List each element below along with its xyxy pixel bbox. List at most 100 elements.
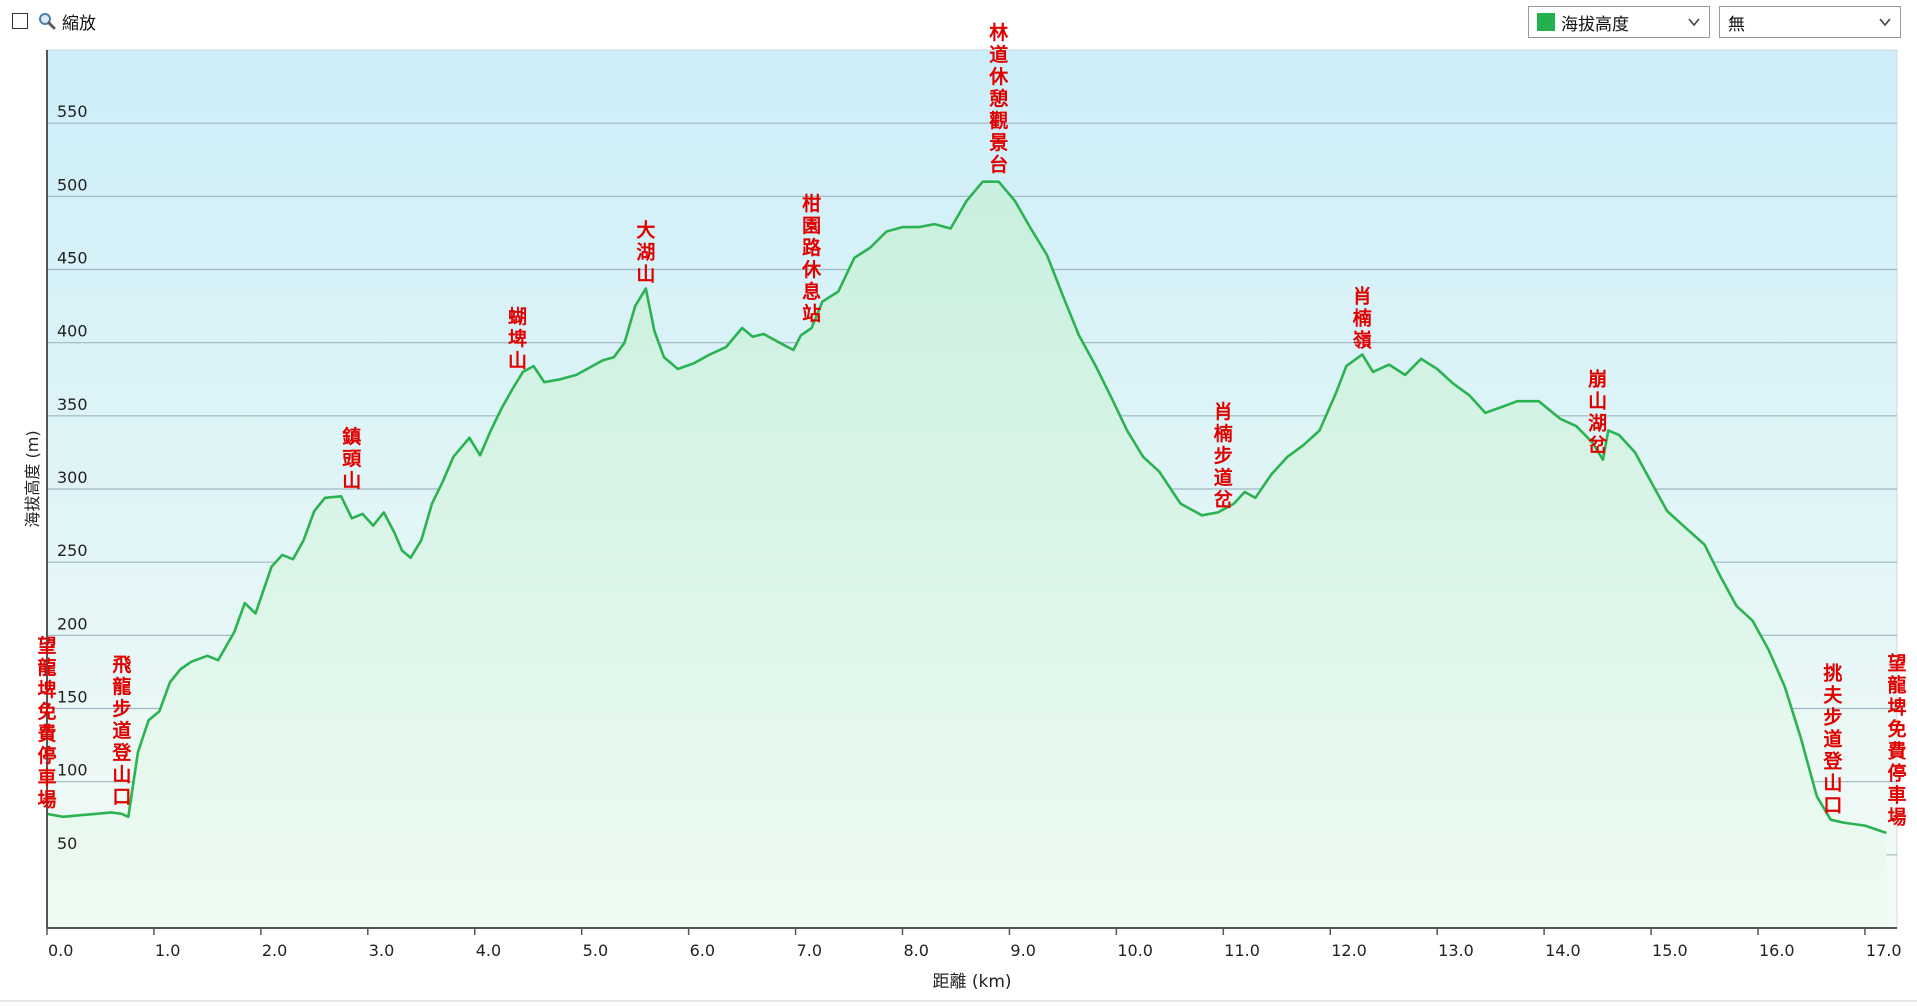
waypoint-label-char: 林 (989, 21, 1008, 44)
waypoint-label-char: 岔 (1214, 488, 1234, 511)
waypoint-label-char: 大 (636, 219, 655, 242)
waypoint-label: 挑夫步道登山口 (1822, 663, 1843, 817)
waypoint-label-char: 道 (989, 43, 1008, 66)
mode-select[interactable]: 無 (1719, 6, 1901, 38)
x-tick-label: 3.0 (369, 941, 394, 960)
x-tick-label: 11.0 (1224, 941, 1260, 960)
y-tick-label: 50 (57, 834, 77, 853)
x-tick-label: 4.0 (476, 941, 501, 960)
waypoint-label-char: 車 (37, 766, 56, 789)
waypoint-label-char: 台 (989, 153, 1008, 176)
waypoint-label: 蝴埤山 (508, 306, 527, 372)
waypoint-label-char: 休 (801, 259, 822, 281)
waypoint-label-char: 埤 (37, 678, 56, 701)
x-tick-label: 5.0 (583, 941, 608, 960)
waypoint-label-char: 道 (1823, 728, 1842, 751)
x-tick-label: 16.0 (1759, 941, 1795, 960)
waypoint-label-char: 息 (802, 280, 821, 303)
waypoint-label-char: 免 (37, 700, 56, 723)
series-select[interactable]: 海拔高度 (1528, 6, 1710, 38)
waypoint-label-char: 費 (37, 722, 56, 745)
waypoint-label: 望龍埤免費停車場 (1887, 651, 1906, 828)
waypoint-label-char: 口 (112, 786, 131, 808)
chevron-down-icon (1879, 18, 1891, 27)
y-tick-label: 250 (57, 541, 88, 560)
zoom-label: 縮放 (62, 13, 96, 34)
x-tick-label: 13.0 (1438, 941, 1474, 960)
zoom-checkbox[interactable] (12, 13, 28, 29)
series-select-value: 海拔高度 (1561, 14, 1629, 35)
waypoint-label: 飛龍步道登山口 (111, 654, 132, 808)
waypoint-label-char: 飛 (112, 654, 131, 676)
x-tick-label: 12.0 (1331, 941, 1367, 960)
y-tick-label: 200 (57, 614, 88, 633)
waypoint-label: 望龍埤免費停車場 (37, 634, 56, 811)
waypoint-label-char: 頭 (342, 448, 362, 470)
waypoint-label: 大湖山 (636, 219, 655, 286)
waypoint-label-char: 園 (802, 215, 821, 237)
waypoint-label-char: 山 (342, 470, 361, 492)
zoom-toolbar: 縮放 (12, 8, 96, 34)
waypoint-label-char: 路 (802, 236, 822, 259)
waypoint-label-char: 夫 (1823, 685, 1843, 707)
waypoint-label-char: 岔 (1588, 434, 1608, 457)
waypoint-label-char: 崩 (1588, 368, 1607, 391)
waypoint-label: 鎮頭山 (342, 425, 362, 492)
waypoint-label-char: 免 (1887, 717, 1906, 740)
waypoint-label: 柑園路休息站 (801, 192, 822, 325)
waypoint-label-char: 山 (636, 264, 655, 286)
waypoint-label-char: 山 (1588, 391, 1607, 413)
y-tick-label: 450 (57, 249, 88, 268)
waypoint-label: 崩山湖岔 (1588, 368, 1608, 457)
y-tick-label: 300 (57, 468, 88, 487)
waypoint-label-char: 柑 (802, 192, 821, 215)
waypoint-label-char: 口 (1823, 795, 1842, 817)
y-tick-label: 350 (57, 395, 88, 414)
waypoint-label-char: 湖 (1588, 413, 1607, 435)
waypoint-label-char: 步 (112, 698, 131, 720)
waypoint-label-char: 望 (1887, 651, 1906, 674)
waypoint-label-char: 肖 (1214, 400, 1233, 423)
x-axis-title: 距離 (km) (932, 972, 1011, 992)
y-tick-labels: 50 100 150 200 250 300 350 400 450 500 550 (57, 102, 88, 853)
y-tick-label: 150 (57, 688, 88, 707)
waypoint-label-char: 湖 (636, 242, 655, 264)
waypoint-label-char: 場 (1887, 806, 1906, 828)
waypoint-label: 肖楠嶺 (1352, 284, 1372, 351)
waypoint-label-char: 山 (508, 350, 527, 372)
waypoint-label-char: 鎮 (342, 425, 361, 448)
waypoint-label-char: 山 (112, 764, 131, 786)
waypoint-labels: 望龍埤免費停車場飛龍步道登山口鎮頭山蝴埤山大湖山柑園路休息站林道休憩觀景台肖楠步… (37, 21, 1906, 829)
waypoint-label-char: 停 (1887, 761, 1906, 784)
x-tick-label: 7.0 (797, 941, 822, 960)
waypoint-label-char: 登 (111, 741, 132, 764)
elevation-area (47, 181, 1887, 928)
waypoint-label-char: 龍 (37, 656, 56, 679)
waypoint-label: 肖楠步道岔 (1213, 400, 1234, 511)
waypoint-label-char: 埤 (508, 327, 527, 350)
x-tick-label: 1.0 (155, 941, 180, 960)
y-tick-label: 100 (57, 761, 88, 780)
x-tick-label: 0.0 (48, 941, 73, 960)
waypoint-label-char: 龍 (112, 675, 131, 698)
magnifier-icon (39, 13, 56, 30)
x-tick-label: 9.0 (1010, 941, 1035, 960)
waypoint-label-char: 埤 (1887, 695, 1906, 718)
series-color-swatch (1537, 13, 1555, 31)
waypoint-label-char: 山 (1823, 773, 1842, 795)
y-tick-label: 550 (57, 102, 88, 121)
x-tick-label: 14.0 (1545, 941, 1581, 960)
waypoint-label-char: 龍 (1887, 673, 1906, 696)
waypoint-label-char: 道 (1214, 466, 1233, 489)
waypoint-label-char: 車 (1887, 783, 1906, 806)
waypoint-label-char: 場 (37, 789, 56, 811)
waypoint-label: 林道休憩觀景台 (988, 21, 1009, 176)
waypoint-label-char: 憩 (989, 87, 1008, 110)
waypoint-label-char: 蝴 (508, 306, 527, 328)
y-axis-title: 海拔高度 (m) (23, 430, 42, 527)
waypoint-label-char: 費 (1887, 739, 1906, 762)
waypoint-label-char: 步 (1214, 445, 1233, 467)
waypoint-label-char: 觀 (989, 110, 1008, 132)
waypoint-label-char: 景 (989, 132, 1008, 154)
y-tick-label: 500 (57, 175, 88, 194)
